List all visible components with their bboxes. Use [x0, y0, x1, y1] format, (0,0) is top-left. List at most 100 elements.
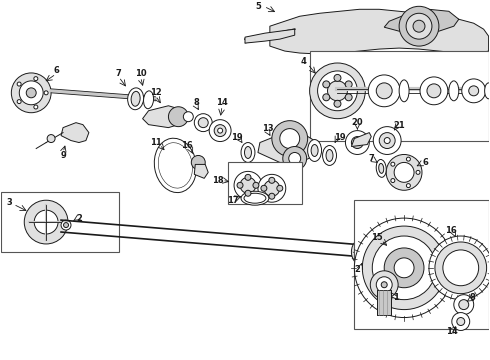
Circle shape: [376, 83, 392, 99]
Circle shape: [429, 236, 490, 300]
Circle shape: [416, 170, 420, 174]
Polygon shape: [228, 162, 302, 204]
Ellipse shape: [241, 191, 269, 205]
Circle shape: [44, 91, 48, 95]
Circle shape: [323, 94, 330, 101]
Text: 20: 20: [351, 118, 363, 127]
Text: 12: 12: [149, 88, 161, 97]
Circle shape: [280, 129, 300, 149]
Ellipse shape: [244, 193, 266, 203]
Circle shape: [469, 86, 479, 96]
Circle shape: [406, 157, 411, 161]
Text: 14: 14: [216, 98, 228, 107]
Circle shape: [61, 220, 71, 230]
Circle shape: [391, 162, 395, 166]
Circle shape: [209, 120, 231, 141]
Circle shape: [245, 174, 251, 180]
Text: 8: 8: [194, 98, 199, 107]
Text: 7: 7: [116, 69, 122, 78]
Circle shape: [318, 71, 357, 111]
Circle shape: [34, 210, 58, 234]
Circle shape: [457, 318, 465, 325]
Ellipse shape: [127, 88, 144, 110]
Ellipse shape: [379, 163, 384, 174]
Circle shape: [391, 179, 395, 183]
Text: 10: 10: [135, 69, 147, 78]
Circle shape: [272, 121, 308, 157]
Circle shape: [413, 20, 425, 32]
Circle shape: [17, 82, 21, 86]
Text: 6: 6: [53, 67, 59, 76]
Circle shape: [261, 185, 267, 191]
Polygon shape: [245, 29, 294, 43]
Circle shape: [240, 177, 256, 193]
Ellipse shape: [485, 83, 490, 99]
Polygon shape: [61, 123, 89, 143]
Circle shape: [195, 114, 212, 132]
Text: 19: 19: [231, 133, 243, 142]
Ellipse shape: [241, 143, 255, 162]
Ellipse shape: [158, 143, 193, 188]
Circle shape: [245, 190, 251, 196]
Circle shape: [345, 94, 352, 101]
Text: 19: 19: [334, 133, 345, 142]
Text: 6: 6: [422, 158, 428, 167]
Text: 15: 15: [371, 234, 383, 243]
Circle shape: [384, 248, 424, 288]
Circle shape: [11, 73, 51, 113]
Text: 14: 14: [446, 327, 458, 336]
Text: 16: 16: [181, 141, 193, 150]
Polygon shape: [195, 165, 208, 178]
Circle shape: [376, 277, 392, 293]
Circle shape: [191, 156, 205, 170]
Polygon shape: [384, 9, 459, 33]
Circle shape: [354, 218, 454, 318]
Circle shape: [34, 105, 38, 109]
Circle shape: [345, 131, 369, 154]
Circle shape: [452, 312, 470, 330]
Text: 17: 17: [227, 196, 239, 205]
Circle shape: [345, 81, 352, 88]
Text: 9: 9: [60, 151, 66, 160]
Circle shape: [373, 127, 401, 154]
Circle shape: [368, 75, 400, 107]
Text: 8: 8: [470, 293, 476, 302]
Polygon shape: [351, 132, 371, 147]
Circle shape: [334, 100, 341, 107]
Circle shape: [443, 250, 479, 286]
Circle shape: [359, 244, 375, 260]
Text: 2: 2: [354, 265, 360, 274]
Circle shape: [420, 77, 448, 105]
Text: 4: 4: [301, 57, 307, 66]
Text: 16: 16: [445, 226, 457, 235]
Ellipse shape: [322, 145, 337, 165]
Text: 13: 13: [262, 124, 274, 133]
Circle shape: [394, 258, 414, 278]
Ellipse shape: [311, 144, 318, 157]
Circle shape: [459, 300, 469, 310]
Circle shape: [269, 177, 275, 183]
Ellipse shape: [399, 80, 409, 102]
Circle shape: [183, 112, 193, 122]
Circle shape: [454, 295, 474, 315]
Ellipse shape: [144, 91, 153, 109]
Circle shape: [435, 242, 487, 294]
Text: 2: 2: [76, 213, 82, 222]
Circle shape: [327, 81, 347, 101]
Circle shape: [399, 6, 439, 46]
Circle shape: [386, 154, 422, 190]
Text: 11: 11: [149, 138, 161, 147]
Circle shape: [269, 193, 275, 199]
Ellipse shape: [308, 140, 321, 161]
Text: 5: 5: [255, 2, 261, 11]
Circle shape: [198, 118, 208, 128]
Ellipse shape: [449, 81, 459, 101]
Circle shape: [258, 174, 286, 202]
Circle shape: [379, 132, 395, 149]
Text: 18: 18: [212, 176, 224, 185]
Ellipse shape: [245, 147, 251, 158]
Circle shape: [24, 200, 68, 244]
Circle shape: [169, 107, 188, 127]
Circle shape: [234, 171, 262, 199]
Polygon shape: [270, 9, 489, 54]
